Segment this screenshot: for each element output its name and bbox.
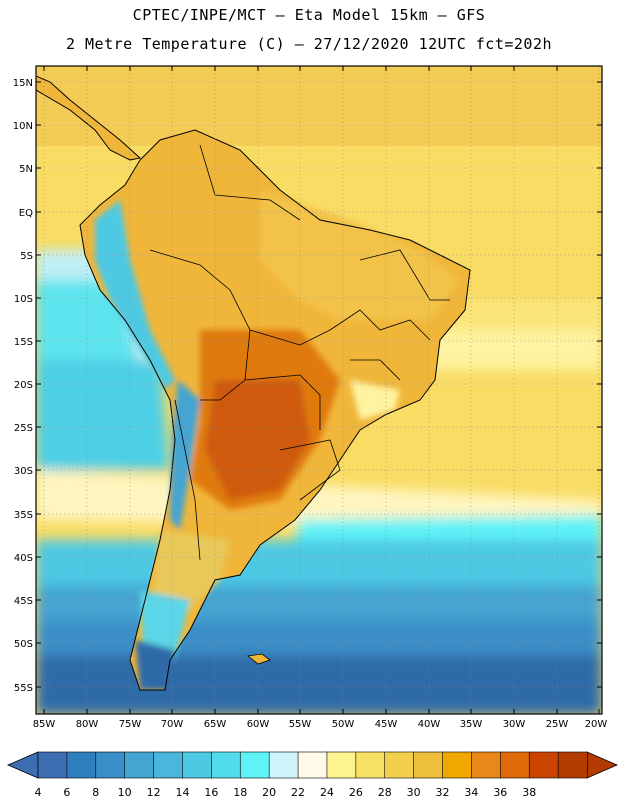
colorbar-swatch [442, 751, 473, 779]
colorbar-swatch [326, 751, 357, 779]
lon-label: 60W [247, 719, 270, 730]
lon-label: 35W [460, 719, 483, 730]
colorbar-swatch [297, 751, 328, 779]
colorbar-label: 16 [204, 786, 218, 799]
colorbar-left-arrow [6, 751, 39, 779]
lon-label: 45W [375, 719, 398, 730]
colorbar-label: 4 [35, 786, 42, 799]
lon-label: 25W [546, 719, 569, 730]
lat-label: 45S [14, 596, 33, 607]
colorbar-label: 22 [291, 786, 305, 799]
lat-label: 20S [14, 380, 33, 391]
lat-label: EQ [19, 208, 33, 219]
graticule [36, 66, 602, 714]
lat-label: 5S [20, 251, 33, 262]
lat-label: 15S [14, 337, 33, 348]
colorbar-label: 34 [464, 786, 478, 799]
colorbar-label: 28 [378, 786, 392, 799]
colorbar-label: 20 [262, 786, 276, 799]
lat-label: 35S [14, 510, 33, 521]
colorbar-swatch [268, 751, 299, 779]
colorbar-label: 6 [63, 786, 70, 799]
colorbar-swatch [471, 751, 502, 779]
lon-label: 55W [289, 719, 312, 730]
map-field [36, 66, 602, 714]
lat-label: 25S [14, 423, 33, 434]
lat-label: 10N [13, 121, 33, 132]
colorbar-swatch [153, 751, 184, 779]
colorbar-swatch [355, 751, 386, 779]
lat-label: 10S [14, 294, 33, 305]
lon-label: 50W [332, 719, 355, 730]
lat-label: 15N [13, 78, 33, 89]
lon-label: 85W [33, 719, 56, 730]
colorbar-swatch [182, 751, 213, 779]
colorbar-label: 32 [436, 786, 450, 799]
colorbar: 4 6 8 10 12 14 16 18 20 22 24 26 28 30 32 34 36 38 [6, 751, 618, 799]
colorbar-label: 12 [147, 786, 161, 799]
colorbar-label: 38 [522, 786, 536, 799]
colorbar-label: 26 [349, 786, 363, 799]
lon-label: 75W [119, 719, 142, 730]
colorbar-label: 8 [92, 786, 99, 799]
colorbar-swatch [500, 751, 530, 779]
colorbar-swatch [384, 751, 415, 779]
colorbar-swatch [95, 751, 126, 779]
lat-label: 50S [14, 639, 33, 650]
lon-label: 40W [418, 719, 441, 730]
colorbar-right-arrow [586, 751, 618, 779]
colorbar-swatch [66, 751, 97, 779]
country-borders [149, 144, 450, 561]
colorbar-swatch [528, 751, 559, 779]
lon-label: 65W [204, 719, 227, 730]
lat-label: 40S [14, 553, 33, 564]
colorbar-swatch [124, 751, 155, 779]
lon-label: 30W [503, 719, 526, 730]
colorbar-swatch [413, 751, 444, 779]
lon-label: 20W [585, 719, 608, 730]
map-frame [35, 65, 603, 715]
lat-label: 55S [14, 683, 33, 694]
colorbar-swatch [211, 751, 241, 779]
colorbar-label: 30 [407, 786, 421, 799]
colorbar-label: 24 [320, 786, 334, 799]
map-subtitle: 2 Metre Temperature (C) – 27/12/2020 12U… [65, 35, 553, 53]
map-title: CPTEC/INPE/MCT – Eta Model 15km – GFS [132, 6, 486, 24]
lon-label: 70W [161, 719, 184, 730]
colorbar-swatch [37, 751, 68, 779]
lon-label: 80W [76, 719, 99, 730]
colorbar-swatch [557, 751, 588, 779]
colorbar-swatch [239, 751, 270, 779]
lat-label: 5N [19, 164, 33, 175]
colorbar-label: 14 [175, 786, 189, 799]
colorbar-label: 36 [493, 786, 507, 799]
colorbar-label: 18 [233, 786, 247, 799]
colorbar-label: 10 [118, 786, 132, 799]
lat-label: 30S [14, 466, 33, 477]
